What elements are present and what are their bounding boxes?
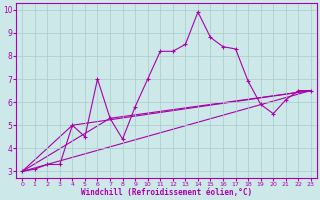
X-axis label: Windchill (Refroidissement éolien,°C): Windchill (Refroidissement éolien,°C) [81, 188, 252, 197]
